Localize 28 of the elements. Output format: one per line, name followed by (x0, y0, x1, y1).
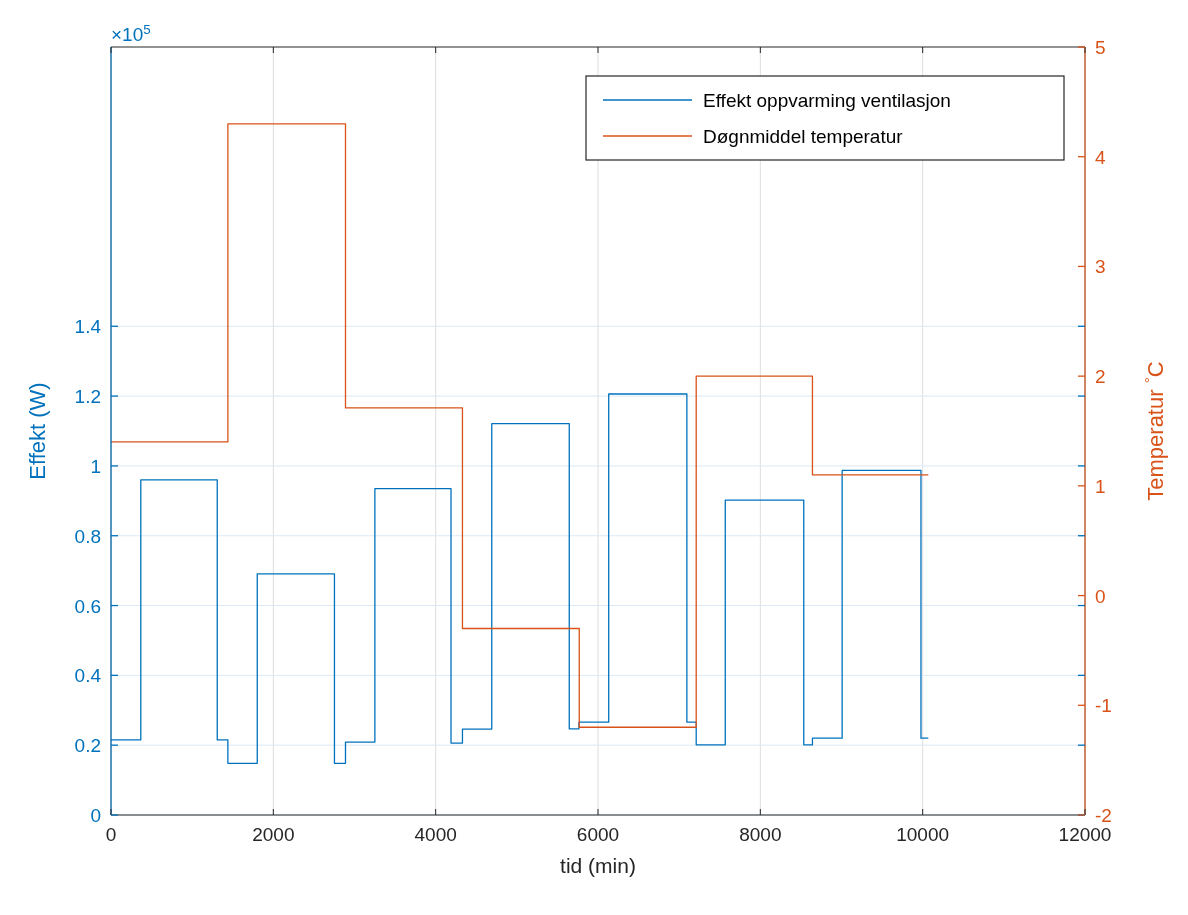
y-tick-label: 0.6 (74, 595, 101, 617)
y2-tick-label: -2 (1095, 805, 1112, 826)
y-tick-label: 1 (90, 455, 101, 477)
x-tick-label: 6000 (576, 824, 620, 845)
legend-label: Effekt oppvarming ventilasjon (703, 90, 951, 111)
y2-tick-label: 4 (1095, 146, 1106, 168)
y2-tick-label: -1 (1095, 695, 1112, 717)
y-tick-label: 0 (90, 805, 101, 826)
text: ×10$^{5}$ (111, 21, 151, 45)
y2-tick-label: 0 (1095, 585, 1106, 607)
y2-tick-label: 5 (1095, 37, 1106, 58)
legend-label: Døgnmiddel temperatur (703, 126, 904, 147)
x-axis-title: tid (min) (560, 854, 636, 877)
y2-tick-label: 3 (1095, 256, 1106, 278)
y-axis-title: Effekt (W) (25, 382, 50, 480)
y-tick-label: 0.8 (74, 525, 101, 547)
x-tick-label: 0 (105, 824, 117, 845)
y-tick-label: 0.4 (74, 665, 102, 687)
y-tick-label: 1.2 (74, 386, 101, 408)
x-tick-label: 2000 (252, 824, 295, 845)
x-tick-label: 12000 (1058, 824, 1112, 845)
y-tick-label: 1.4 (74, 316, 102, 338)
y2-tick-label: 2 (1095, 366, 1106, 388)
y-tick-label: 0.2 (74, 735, 101, 757)
y2-tick-label: 1 (1095, 475, 1106, 497)
x-tick-label: 4000 (414, 824, 457, 845)
x-tick-label: 10000 (896, 824, 950, 845)
x-tick-label: 8000 (739, 824, 782, 845)
